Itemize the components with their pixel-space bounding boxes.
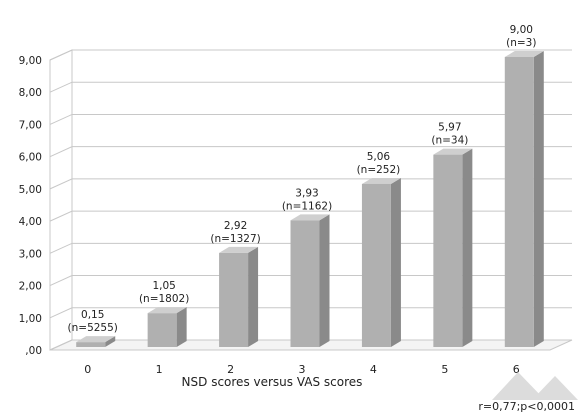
bar-2 — [219, 246, 259, 347]
value-label: 3,93 — [295, 187, 318, 199]
bar-front — [219, 252, 249, 347]
bar-front — [504, 57, 534, 347]
y-tick-label: 1,00 — [19, 313, 42, 325]
y-tick-label: 7,00 — [19, 119, 42, 131]
y-tick-label: 9,00 — [19, 55, 42, 67]
gridline — [49, 49, 572, 61]
n-label: (n=1162) — [282, 200, 332, 212]
bar-front — [76, 342, 106, 347]
watermark-shape — [492, 372, 578, 400]
gridline — [49, 242, 572, 254]
bar-5 — [433, 148, 473, 347]
y-tick-labels: ,00 1,00 2,00 3,00 4,00 5,00 6,00 7,00 8,00 9,00 — [19, 55, 42, 357]
value-label: 0,15 — [81, 309, 104, 321]
bar-side — [319, 214, 330, 347]
bar-side — [105, 336, 116, 347]
x-tick-labels: 0 1 2 3 4 5 6 — [84, 363, 520, 376]
n-label: (n=34) — [431, 135, 468, 147]
bar-1 — [147, 307, 187, 347]
bar-top — [219, 246, 259, 253]
y-tick-label: 4,00 — [19, 216, 42, 228]
y-tick-label: 5,00 — [19, 184, 42, 196]
bar-3 — [290, 214, 330, 347]
bar-side — [248, 246, 259, 347]
bar-front — [361, 183, 391, 347]
n-label: (n=1802) — [139, 293, 189, 305]
bar-top — [76, 336, 116, 343]
value-label: 9,00 — [510, 24, 533, 36]
x-tick-label: 4 — [370, 363, 377, 376]
y-tick-label: 8,00 — [19, 87, 42, 99]
bar-front — [290, 220, 320, 347]
bar-top — [290, 214, 330, 221]
x-tick-label: 2 — [227, 363, 234, 376]
x-axis-title: NSD scores versus VAS scores — [182, 375, 363, 389]
bar-front — [433, 154, 463, 347]
x-tick-label: 3 — [299, 363, 306, 376]
gridline — [49, 210, 572, 222]
bar-side — [533, 51, 544, 347]
bar-top — [433, 148, 473, 155]
value-label: 1,05 — [152, 280, 175, 292]
y-tick-label: 2,00 — [19, 281, 42, 293]
x-tick-label: 6 — [513, 363, 520, 376]
bar-4 — [361, 177, 401, 347]
gridline — [49, 275, 572, 287]
bar-0 — [76, 336, 116, 347]
y-tick-label: 3,00 — [19, 248, 42, 260]
gridline — [49, 178, 572, 190]
gridline — [49, 113, 572, 125]
n-label: (n=252) — [357, 164, 401, 176]
bar-6 — [504, 51, 544, 347]
bars — [76, 51, 544, 347]
value-label: 2,92 — [224, 220, 247, 232]
bar-top — [361, 177, 401, 184]
gridline — [49, 81, 572, 93]
bar-top — [504, 51, 544, 57]
x-tick-label: 1 — [156, 363, 163, 376]
correlation-annotation: r=0,77;p<0,0001 — [478, 400, 575, 413]
side-wall — [49, 49, 73, 351]
gridline — [49, 307, 572, 319]
bar-side — [176, 307, 187, 347]
bar-side — [462, 148, 473, 347]
x-tick-label: 0 — [84, 363, 91, 376]
n-label: (n=1327) — [210, 233, 260, 245]
n-label: (n=5255) — [68, 322, 118, 334]
gridline — [49, 339, 572, 351]
x-tick-label: 5 — [441, 363, 448, 376]
bar-front — [147, 313, 177, 347]
y-tick-label: ,00 — [25, 345, 42, 357]
gridlines — [49, 49, 572, 351]
bar-top — [147, 307, 187, 314]
value-label: 5,97 — [438, 122, 461, 134]
data-labels: 0,15(n=5255) 1,05(n=1802) 2,92(n=1327) 3,93… — [68, 24, 537, 334]
bar-side — [390, 177, 401, 347]
value-label: 5,06 — [367, 151, 391, 163]
gridline — [49, 146, 572, 158]
y-tick-label: 6,00 — [19, 152, 42, 164]
n-label: (n=3) — [506, 37, 536, 49]
